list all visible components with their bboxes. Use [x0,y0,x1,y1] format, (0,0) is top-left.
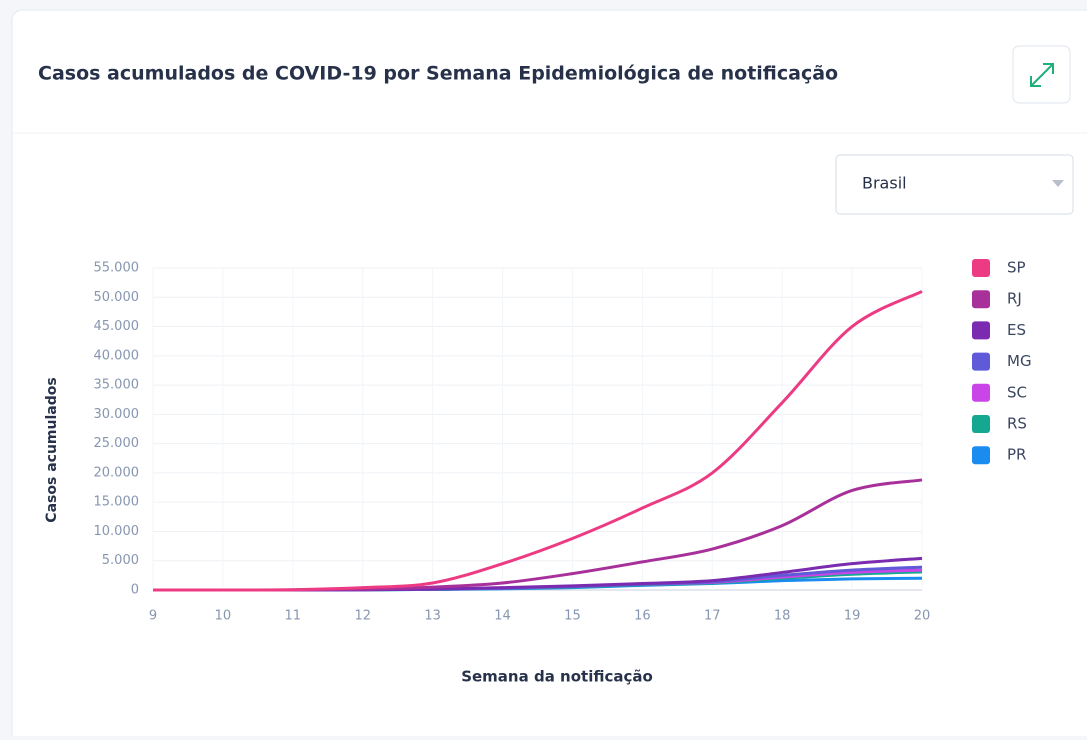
y-tick-label: 15.000 [94,495,140,510]
x-axis-label: Semana da notificação [461,668,653,686]
x-tick-label: 17 [704,609,721,624]
legend-swatch [972,352,990,371]
legend-label: SP [1007,259,1026,277]
y-tick-label: 0 [131,583,139,598]
chart-title: Casos acumulados de COVID-19 por Semana … [38,63,838,85]
legend-label: ES [1007,321,1026,339]
line [152,290,923,592]
y-tick-label: 35.000 [94,378,140,393]
x-tick-label: 20 [914,609,931,624]
legend-swatch [972,383,990,402]
y-tick-label: 40.000 [94,348,140,363]
y-tick-label: 10.000 [94,524,140,539]
legend-label: RJ [1007,290,1022,308]
x-tick-label: 18 [774,609,791,624]
x-tick-label: 14 [494,609,511,624]
x-tick-label: 13 [424,609,441,624]
legend-swatch [972,415,990,433]
x-tick-label: 11 [285,609,302,624]
y-tick-label: 30.000 [94,407,140,422]
legend-label: SC [1007,383,1027,401]
y-tick-label: 45.000 [94,319,140,334]
legend-swatch [972,259,990,277]
legend-swatch [972,321,990,340]
x-tick-label: 19 [844,609,861,624]
y-tick-label: 55.000 [94,261,140,276]
x-tick-label: 15 [564,609,581,624]
dropdown-value: Brasil [862,174,907,193]
x-tick-label: 12 [354,609,371,624]
card [11,9,1087,740]
y-tick-label: 25.000 [94,436,140,451]
legend-label: RS [1007,415,1027,433]
x-tick-label: 9 [149,609,157,624]
x-tick-label: 10 [215,609,232,624]
legend-label: PR [1007,446,1026,464]
legend-swatch [972,290,990,309]
dropdown[interactable]: Brasil [835,154,1074,215]
y-tick-label: 50.000 [94,290,140,305]
x-tick-label: 16 [634,609,651,624]
y-tick-label: 5.000 [102,553,139,568]
legend-swatch [972,446,990,465]
y-axis-label: Casos acumulados [44,377,60,522]
expand-button[interactable] [1012,45,1071,104]
y-tick-label: 20.000 [94,465,140,480]
legend-label: MG [1007,352,1032,370]
